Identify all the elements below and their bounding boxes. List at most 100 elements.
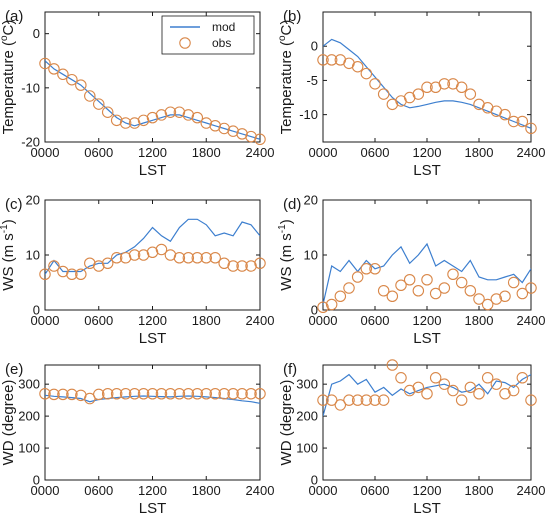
y-tick-label: 300 (296, 377, 318, 392)
obs-point (507, 115, 520, 128)
obs-point (525, 122, 537, 135)
x-axis-label: LST (413, 500, 441, 517)
y-tick-label: 200 (18, 409, 40, 424)
obs-point (200, 387, 213, 400)
obs-point (57, 388, 69, 401)
obs-point (507, 384, 520, 397)
obs-point (155, 109, 168, 121)
x-tick-label: 1800 (465, 145, 494, 160)
obs-point (182, 252, 195, 264)
obs-point (412, 284, 425, 297)
obs-point (110, 387, 123, 400)
obs-point (421, 81, 433, 94)
obs-point (155, 243, 168, 256)
obs-point (191, 111, 204, 124)
x-tick-label: 0000 (309, 313, 338, 328)
panel-e: 0000 0600 1200 1800 2400 0 100 200 300 LST WD (deg… (0, 361, 274, 517)
y-axis-label: WS (m s-1) (277, 219, 295, 290)
obs-point (191, 387, 204, 400)
x-tick-label: 2400 (246, 313, 275, 328)
x-axis-label: LST (139, 500, 167, 517)
obs-point (128, 249, 141, 261)
obs-point (360, 262, 373, 275)
x-tick-label: 2400 (246, 145, 275, 160)
obs-point (39, 268, 51, 280)
obs-point (412, 88, 425, 100)
obs-point (110, 252, 123, 264)
x-tick-label: 0000 (31, 483, 60, 498)
obs-point (525, 394, 537, 406)
obs-point (360, 67, 373, 80)
obs-point (137, 114, 150, 127)
obs-point (412, 381, 425, 394)
x-tick-label: 2400 (517, 483, 546, 498)
obs-point (66, 268, 78, 280)
plot-frame (322, 199, 532, 311)
obs-point (395, 279, 407, 291)
obs-point (209, 120, 221, 132)
obs-point (173, 106, 186, 118)
obs-point (209, 387, 221, 400)
x-tick-label: 1200 (413, 313, 442, 328)
y-axis-label: WS (m s-1) (0, 219, 17, 290)
x-tick-label: 0600 (84, 145, 113, 160)
obs-point (101, 257, 114, 269)
x-tick-label: 2400 (517, 145, 546, 160)
obs-point (236, 260, 248, 272)
obs-point (254, 387, 266, 400)
x-tick-label: 0600 (361, 483, 390, 498)
obs-point (429, 287, 442, 300)
y-tick-label: -20 (21, 135, 40, 150)
x-tick-label: 1200 (138, 145, 167, 160)
y-tick-label: -5 (306, 73, 318, 88)
panel-label: (e) (5, 361, 23, 378)
obs-point (351, 60, 364, 73)
obs-point (455, 394, 468, 406)
legend-box (161, 15, 255, 55)
obs-point (473, 293, 485, 305)
obs-point (499, 290, 511, 302)
obs-point (395, 372, 407, 384)
obs-point (155, 387, 168, 400)
legend-obs-swatch (179, 37, 191, 49)
y-tick-label: 100 (296, 441, 318, 456)
obs-point (66, 73, 78, 86)
obs-point (481, 298, 494, 311)
obs-point (209, 252, 221, 264)
y-tick-label: 0 (311, 473, 318, 488)
panel-label: (b) (283, 8, 301, 25)
obs-point (369, 262, 381, 275)
obs-point (128, 117, 141, 129)
obs-point (317, 54, 329, 66)
y-axis-label: WD (degree) (0, 380, 17, 466)
obs-point (464, 381, 477, 394)
mod-line (45, 218, 260, 275)
obs-point (75, 79, 87, 91)
plot-frame (44, 199, 261, 311)
obs-point (325, 298, 338, 311)
y-tick-label: 10 (26, 248, 40, 263)
obs-point (447, 384, 459, 397)
x-tick-label: 2400 (246, 483, 275, 498)
x-tick-label: 0600 (84, 313, 113, 328)
obs-point (334, 399, 347, 411)
plot-frame (44, 364, 261, 481)
obs-point (48, 260, 60, 272)
obs-point (421, 387, 433, 400)
x-tick-label: 1200 (138, 483, 167, 498)
y-tick-label: 0 (311, 39, 318, 54)
obs-point (93, 98, 105, 110)
obs-point (227, 387, 239, 400)
obs-point (245, 387, 257, 400)
obs-point (369, 78, 381, 90)
panel-d: 0000 0600 1200 1800 2400 0 10 20 LST WS (m s-1) (d… (277, 193, 545, 348)
obs-point (421, 273, 433, 286)
obs-point (227, 260, 239, 272)
x-tick-label: 0000 (309, 483, 338, 498)
x-tick-label: 1800 (192, 313, 221, 328)
obs-point (516, 372, 529, 384)
obs-point (191, 252, 204, 264)
obs-point (351, 271, 364, 283)
obs-point (66, 388, 78, 401)
obs-point (182, 109, 195, 121)
